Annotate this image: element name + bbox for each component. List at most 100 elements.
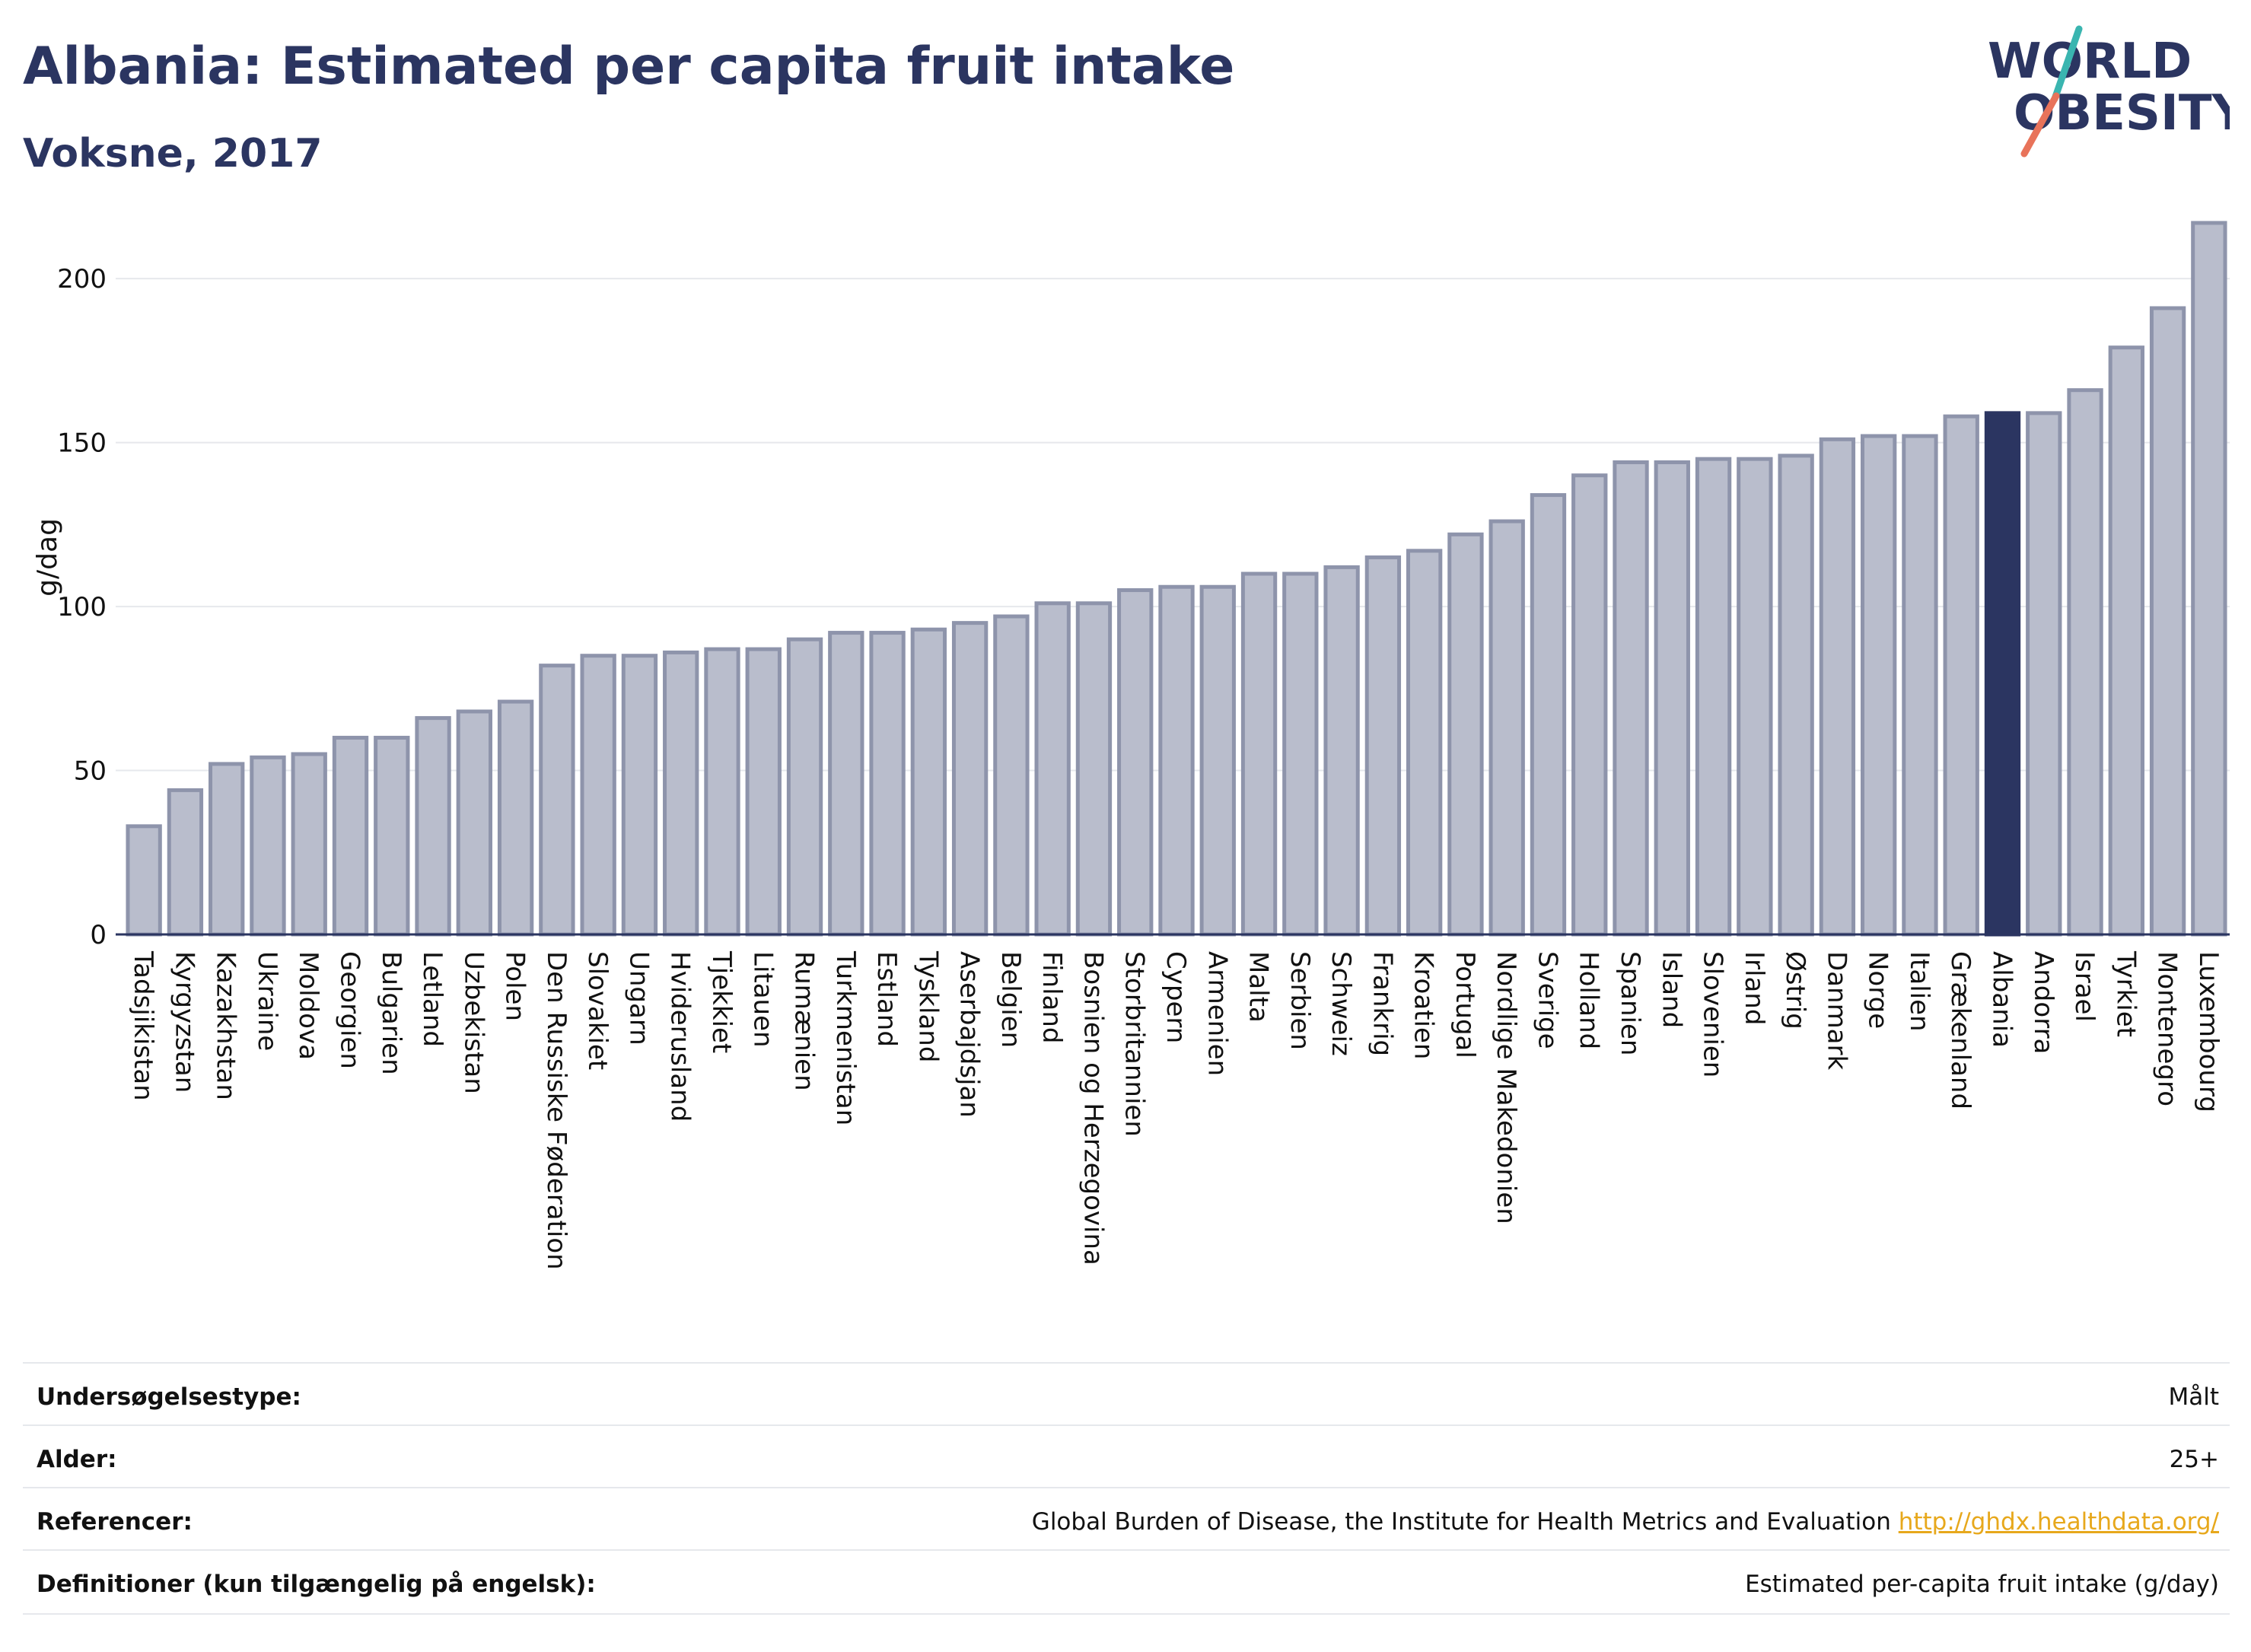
bar [332, 735, 369, 937]
info-value: Estimated per-capita fruit intake (g/day… [1745, 1571, 2219, 1598]
bar [250, 755, 286, 937]
bar [1406, 549, 1443, 937]
info-row-definitions: Definitioner (kun tilgængelig på engelsk… [23, 1549, 2230, 1615]
info-value: Målt [2168, 1383, 2219, 1411]
bar [291, 752, 327, 937]
x-tick-label: Israel [2069, 951, 2100, 1022]
bar [993, 614, 1030, 937]
bar [167, 788, 204, 937]
x-tick-label: Den Russiske Føderation [541, 951, 572, 1270]
x-tick-label: Hviderusland [665, 951, 696, 1122]
x-tick-label: Malta [1243, 951, 1274, 1023]
bar [2067, 388, 2103, 937]
x-tick-label: Frankrig [1367, 951, 1397, 1056]
bar [1323, 565, 1360, 937]
bar [415, 716, 451, 937]
x-tick-label: Spanien [1615, 951, 1645, 1055]
x-tick-label: Moldova [293, 951, 323, 1060]
info-key: Definitioner (kun tilgængelig på engelsk… [37, 1571, 596, 1598]
bar [704, 647, 740, 937]
x-tick-label: Island [1656, 951, 1686, 1028]
x-tick-label: Østrig [1780, 951, 1810, 1030]
bar [2108, 345, 2144, 937]
bar [126, 824, 162, 937]
x-tick-label: Litauen [747, 951, 778, 1048]
info-row-survey-type: Undersøgelsestype: Målt [23, 1362, 2230, 1426]
chart-title: Albania: Estimated per capita fruit inta… [23, 37, 1235, 97]
x-tick-label: Irland [1739, 951, 1769, 1025]
info-row-age: Alder: 25+ [23, 1424, 2230, 1488]
x-tick-label: Kroatien [1409, 951, 1439, 1059]
reference-text: Global Burden of Disease, the Institute … [1031, 1508, 1891, 1536]
bar [209, 762, 245, 937]
bar [1902, 434, 1938, 937]
bar [663, 650, 699, 937]
x-tick-label: Holland [1574, 951, 1604, 1049]
x-tick-label: Ungarn [623, 951, 654, 1046]
bar [745, 647, 782, 937]
bar [1447, 532, 1484, 937]
world-obesity-logo: WORLD OBESITY [1988, 25, 2230, 158]
x-tick-label: Armenien [1202, 951, 1232, 1076]
bar [497, 699, 534, 937]
y-tick-label: 50 [74, 756, 107, 787]
bar [1199, 584, 1236, 937]
bar [869, 631, 906, 937]
bar [1860, 434, 1897, 937]
bar [1778, 454, 1814, 937]
bar [2149, 306, 2186, 937]
reference-link[interactable]: http://ghdx.healthdata.org/ [1898, 1508, 2219, 1536]
bar [786, 637, 823, 937]
x-tick-label: Slovenien [1698, 951, 1728, 1077]
bar [1819, 437, 1856, 937]
x-tick-label: Rumænien [789, 951, 820, 1091]
x-tick-label: Tyrkiet [2110, 950, 2141, 1037]
x-tick-label: Estland [871, 951, 902, 1047]
x-tick-label: Danmark [1821, 951, 1851, 1070]
y-tick-label: 200 [57, 264, 107, 294]
x-tick-label: Andorra [2028, 951, 2058, 1054]
x-tick-label: Kyrgyzstan [169, 951, 199, 1093]
x-tick-label: Ukraine [252, 951, 282, 1051]
x-tick-label: Norge [1863, 951, 1893, 1029]
bar [828, 631, 864, 937]
x-tick-label: Tyskland [912, 950, 943, 1062]
logo-slash-teal [2051, 25, 2083, 103]
info-key: Alder: [37, 1446, 117, 1473]
bar [2191, 221, 2227, 937]
x-tick-label: Uzbekistan [458, 951, 489, 1094]
bar-chart: 0 50 100 150 200 g/dag Tadsjikistan Kyrgyzstan K… [32, 221, 2230, 1270]
bar [1034, 601, 1071, 937]
y-tick-label: 100 [57, 592, 107, 622]
x-tick-label: Kazakhstan [211, 951, 241, 1100]
x-tick-label: Bosnien og Herzegovina [1078, 951, 1108, 1265]
bar [951, 621, 989, 937]
info-value: 25+ [2169, 1446, 2219, 1473]
bar [1984, 411, 2021, 937]
x-tick-label: Polen [500, 951, 530, 1021]
y-axis-label: g/dag [32, 518, 63, 597]
bar [1737, 457, 1773, 937]
x-tick-label: Slovakiet [582, 951, 613, 1070]
x-tick-label: Italien [1904, 951, 1934, 1032]
bar [1613, 460, 1649, 937]
chart-subtitle: Voksne, 2017 [23, 131, 323, 177]
bar [1240, 571, 1278, 937]
logo-slash-coral [2020, 92, 2060, 158]
x-tick-label: Georgien [335, 951, 365, 1069]
bar [1695, 457, 1732, 937]
bar [1654, 460, 1690, 937]
bar [374, 735, 410, 937]
x-tick-label: Luxembourg [2193, 951, 2224, 1112]
bar [539, 664, 575, 937]
x-tick-label: Montenegro [2152, 951, 2183, 1106]
info-key: Referencer: [37, 1508, 193, 1536]
bar [1571, 473, 1608, 937]
x-tick-label: Aserbajdsjan [954, 951, 985, 1118]
x-tick-label: Tadsjikistan [128, 950, 158, 1101]
bar [580, 654, 616, 937]
y-tick-label: 0 [90, 920, 107, 950]
info-key: Undersøgelsestype: [37, 1383, 301, 1411]
x-tick-label: Portugal [1450, 951, 1480, 1058]
info-value: Global Burden of Disease, the Institute … [1032, 1508, 2219, 1536]
